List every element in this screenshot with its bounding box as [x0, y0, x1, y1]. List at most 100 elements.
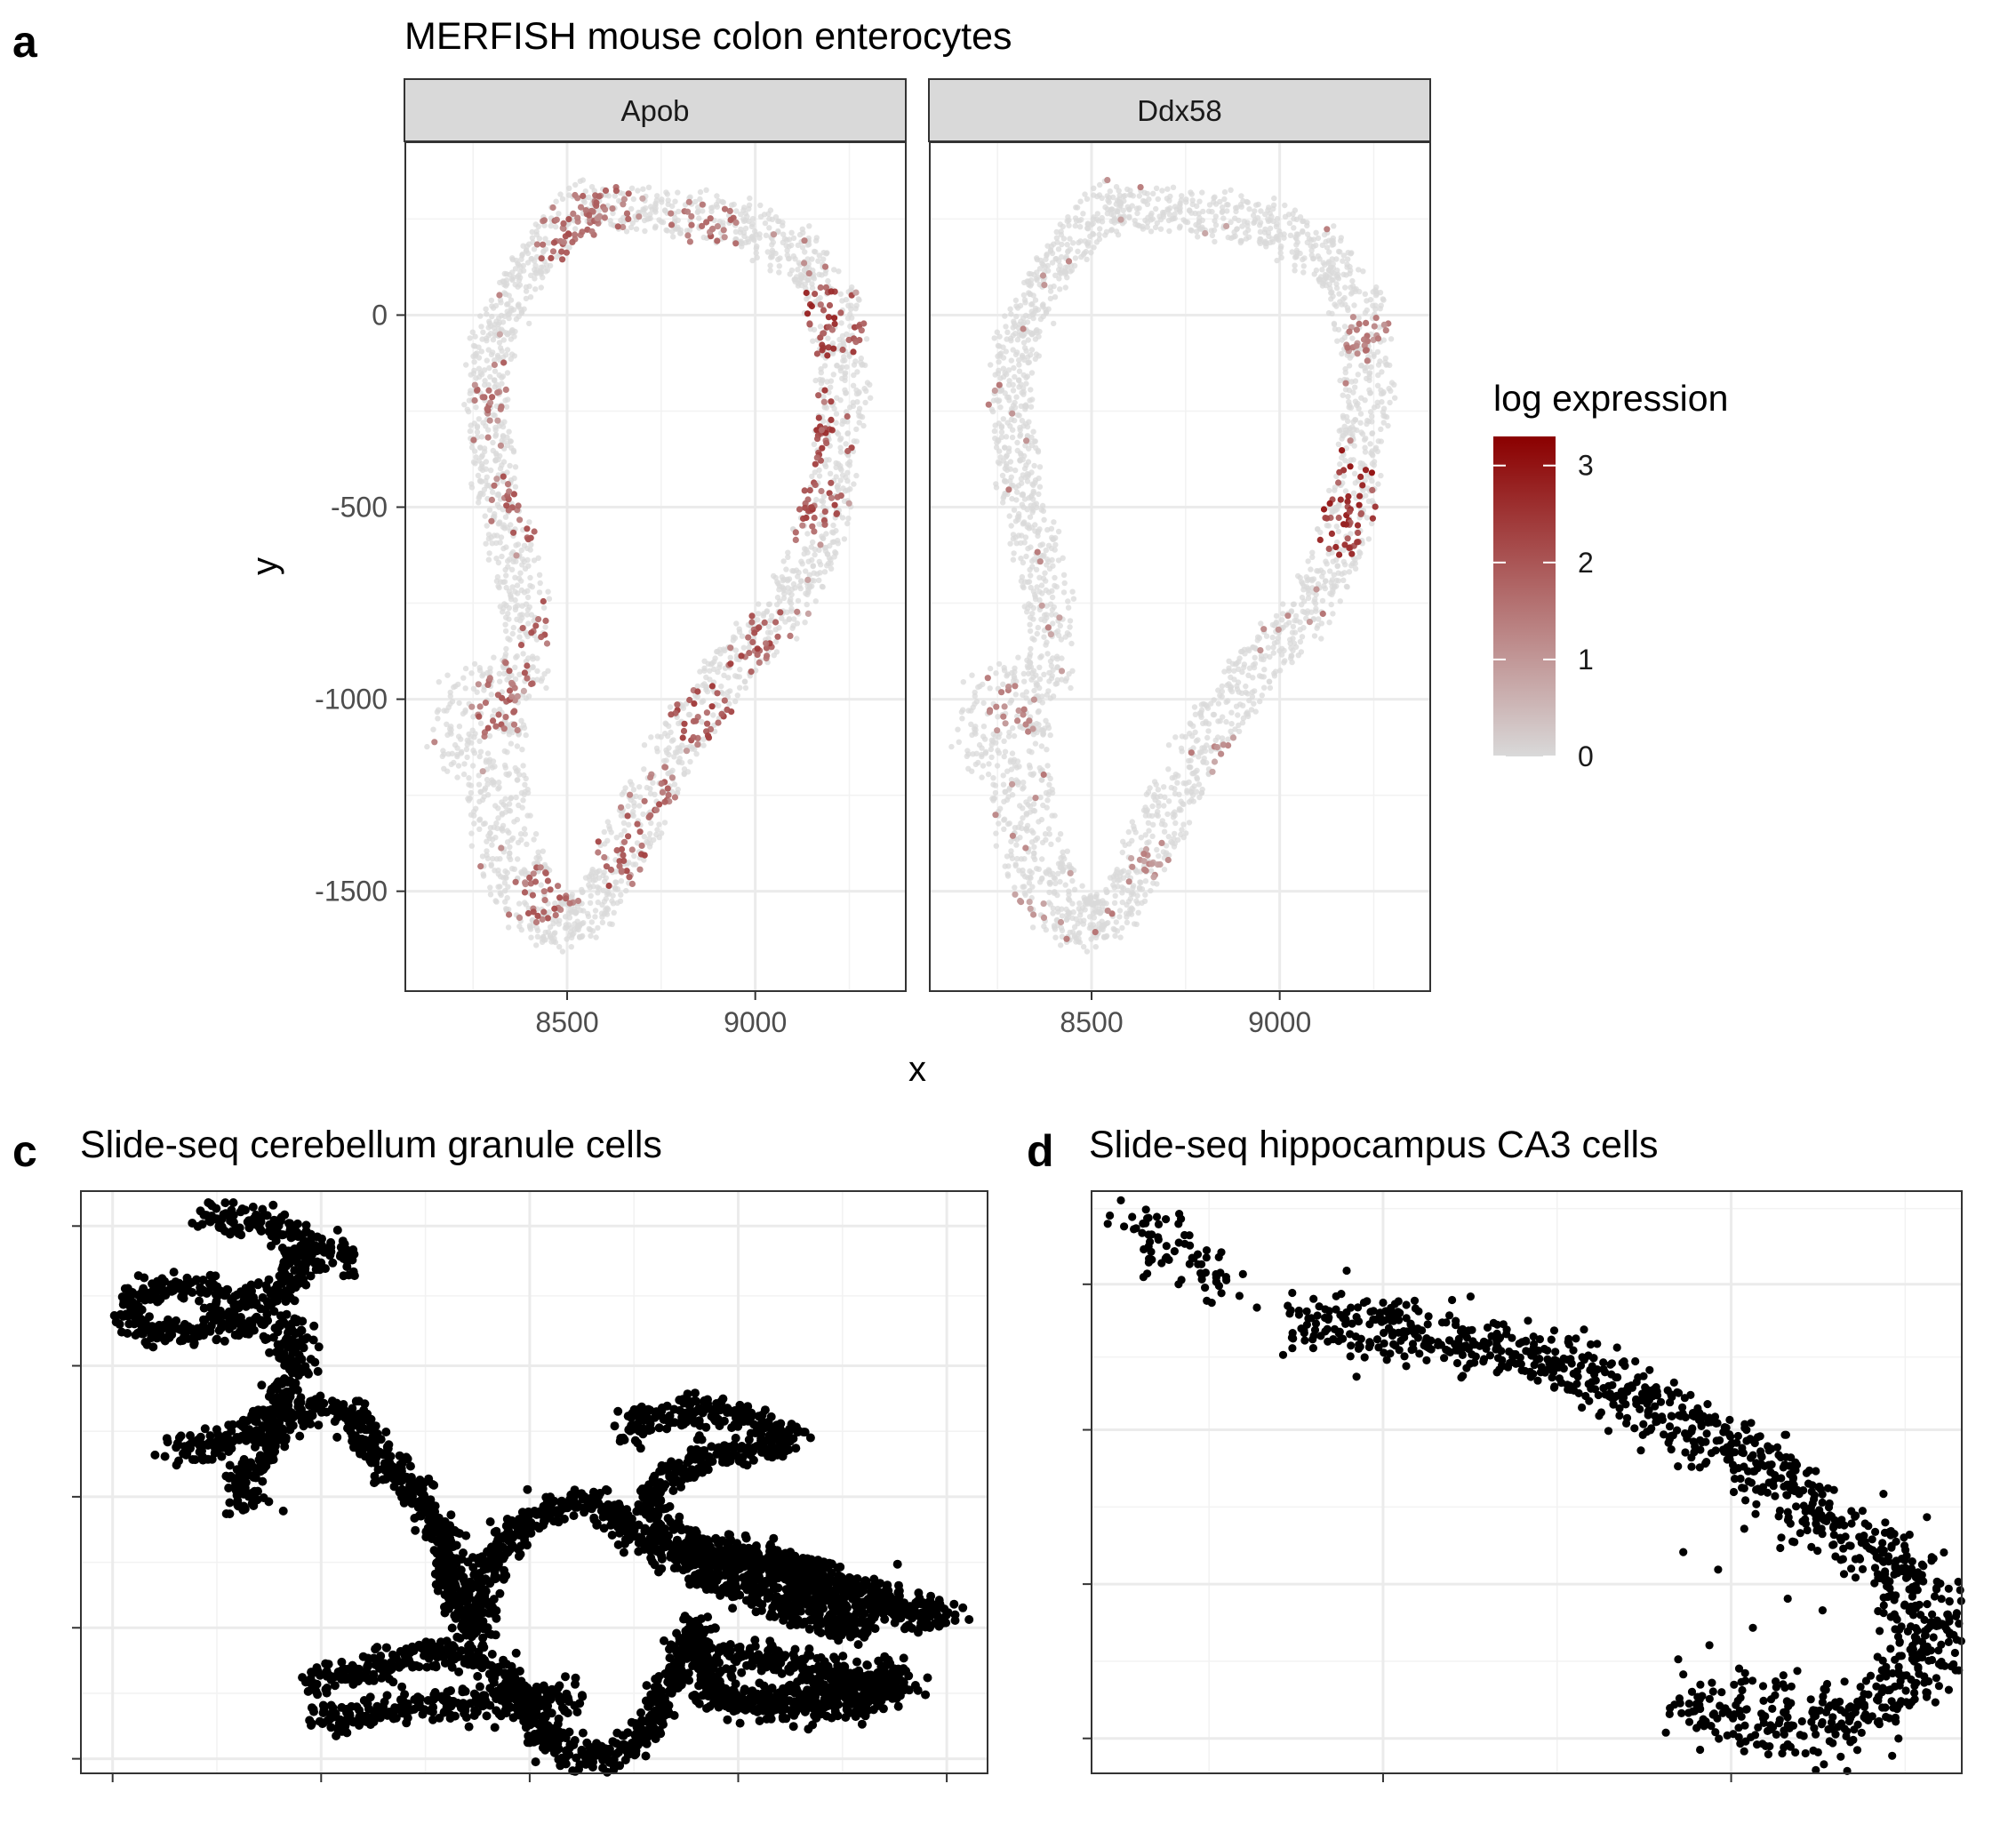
cell-point-expressing [830, 345, 837, 352]
cell-point-expressing [625, 190, 632, 197]
cell-point [721, 672, 727, 678]
cell-point [993, 670, 999, 676]
cell-point-expressing [595, 838, 602, 845]
cell-point [1252, 208, 1258, 214]
cell-point [1044, 651, 1051, 657]
cell-point-expressing [774, 633, 781, 640]
cell-point [716, 661, 724, 668]
cell-point-expressing [500, 473, 507, 480]
cell-point [503, 645, 509, 652]
cell-point [1188, 189, 1194, 196]
cell-point [1342, 488, 1349, 494]
cell-point [1172, 211, 1178, 218]
cell-point [703, 187, 709, 193]
cell-point [987, 665, 994, 672]
cell-point [501, 601, 508, 607]
cell-point [1194, 203, 1200, 210]
cell-point [468, 388, 474, 394]
cell-point [1270, 218, 1276, 225]
cell-point-expressing [680, 727, 688, 735]
cell-point [1290, 623, 1297, 630]
cell-point [1008, 523, 1014, 529]
cell-point [852, 358, 859, 364]
cell-point [987, 685, 993, 692]
cell-point [436, 679, 442, 685]
cell-point [1012, 297, 1020, 304]
cell-point-expressing [528, 629, 535, 636]
cell-point [1326, 620, 1332, 626]
cell-point-expressing [668, 221, 676, 228]
cell-point [1060, 572, 1068, 578]
cell-point-expressing [684, 232, 692, 239]
cell-point-expressing [796, 506, 804, 513]
cell-point [525, 693, 532, 700]
cell-point [481, 367, 488, 373]
cell-point [1008, 766, 1015, 772]
cell-point-expressing [708, 703, 716, 710]
cell-point [654, 827, 660, 833]
cell-point [1011, 507, 1018, 513]
cell-point [1346, 569, 1353, 575]
cell-point [1293, 253, 1300, 260]
cell-point [1000, 365, 1007, 372]
cell-point [1155, 787, 1162, 793]
cell-point-expressing [808, 504, 815, 511]
cell-point [589, 868, 596, 876]
cell-point [542, 236, 548, 242]
cell-point [853, 390, 860, 397]
cell-point [648, 734, 654, 740]
cell-point [1325, 523, 1332, 529]
cell-point-expressing [497, 405, 504, 412]
cell-point-expressing [844, 447, 852, 455]
cell-point [812, 299, 819, 305]
cell-point [806, 223, 812, 229]
cell-point [672, 198, 678, 204]
cell-point [1060, 555, 1066, 561]
cell-point [1023, 380, 1029, 387]
cell-point [668, 228, 676, 235]
cell-point [958, 708, 965, 716]
cell-point [1212, 201, 1220, 207]
cell-point [1062, 864, 1068, 870]
cell-point-expressing [628, 880, 636, 888]
cell-point-expressing [679, 734, 686, 741]
cell-point [780, 220, 786, 226]
cell-point [1008, 311, 1014, 317]
cell-point [1018, 332, 1024, 338]
cell-point [1116, 908, 1124, 914]
cell-point [572, 181, 579, 188]
cell-point [1331, 270, 1337, 276]
cell-point [519, 562, 525, 568]
cell-point [490, 855, 496, 862]
cell-point [1391, 381, 1397, 388]
cell-point [534, 676, 540, 683]
cell-point [991, 795, 998, 802]
cell-point [765, 623, 772, 630]
cell-point [466, 731, 472, 738]
cell-point [846, 353, 852, 360]
cell-point-expressing [570, 210, 577, 217]
cell-point [1027, 888, 1033, 894]
cell-point [1034, 866, 1040, 872]
cell-point [1028, 370, 1036, 376]
cell-point [806, 572, 812, 578]
cell-point [808, 544, 814, 550]
cell-point-expressing [549, 204, 556, 212]
cell-point [804, 591, 811, 598]
cell-point [802, 249, 808, 255]
cell-point [1234, 226, 1240, 232]
cell-point [515, 856, 521, 862]
cell-point [497, 279, 503, 286]
cell-point-expressing [540, 217, 548, 224]
cell-point [839, 515, 846, 521]
cell-point [753, 250, 759, 256]
cell-point [816, 547, 822, 553]
cell-point-expressing [514, 692, 521, 700]
cell-point [1001, 753, 1007, 760]
cell-point [471, 734, 477, 740]
cell-point [1053, 584, 1060, 590]
cell-point [515, 274, 521, 280]
cell-point [1157, 226, 1164, 232]
cell-point [1225, 234, 1231, 241]
cell-point-expressing [828, 326, 836, 333]
